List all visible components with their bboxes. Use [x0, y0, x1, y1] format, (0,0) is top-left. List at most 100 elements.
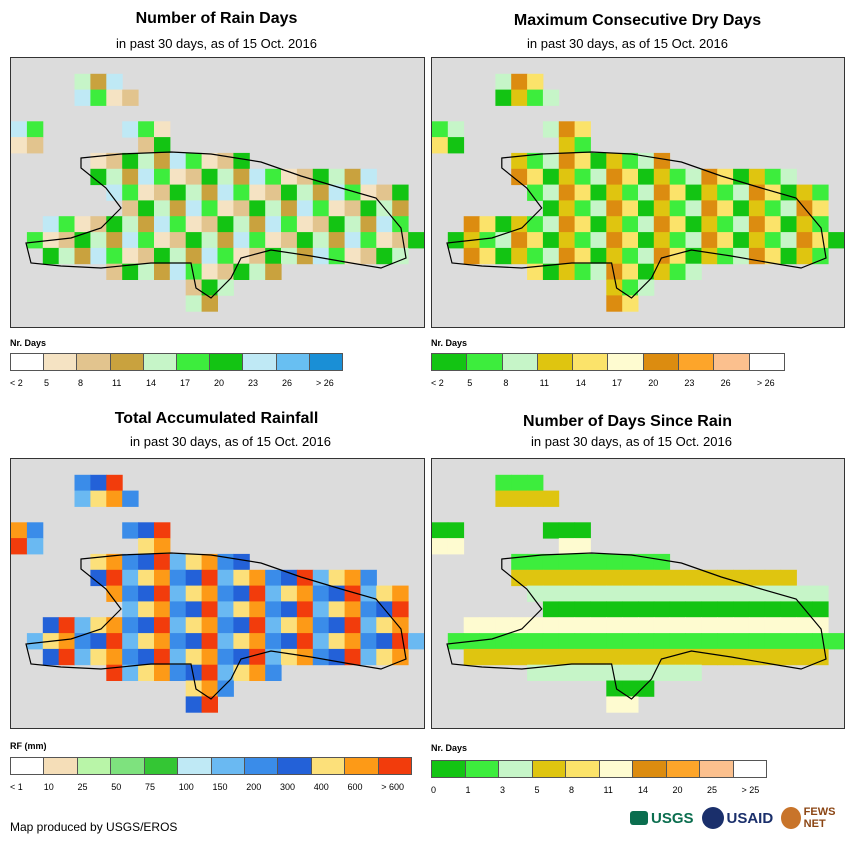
grid-cell — [558, 601, 576, 618]
grid-cell — [154, 152, 171, 170]
grid-cell — [669, 585, 686, 602]
grid-cell — [154, 121, 171, 138]
grid-cell — [312, 216, 330, 233]
grid-cell — [233, 648, 250, 666]
grid-cell — [653, 216, 671, 233]
grid-cell — [58, 617, 76, 634]
grid-cell — [154, 569, 171, 587]
grid-cell — [185, 569, 203, 587]
grid-cell — [622, 633, 639, 650]
grid-cell — [201, 633, 218, 650]
grid-cell — [780, 585, 797, 602]
grid-cell — [169, 263, 187, 280]
legend-swatch — [345, 758, 379, 774]
usaid-logo-text: USAID — [726, 809, 774, 827]
grid-cell — [764, 232, 782, 249]
grid-cell — [542, 263, 560, 280]
grid-cell — [542, 152, 560, 170]
grid-cell — [138, 538, 155, 555]
grid-cell — [185, 601, 203, 618]
grid-cell — [653, 569, 671, 587]
grid-cell — [590, 664, 607, 681]
grid-cell — [590, 263, 607, 280]
grid-cell — [527, 263, 544, 280]
grid-cell — [122, 247, 139, 265]
grid-cell — [201, 216, 218, 233]
grid-cell — [574, 152, 591, 170]
grid-cell — [511, 168, 528, 186]
grid-cell — [558, 617, 576, 634]
grid-cell — [344, 200, 361, 217]
grid-cell — [106, 216, 123, 233]
grid-cell — [185, 696, 203, 713]
grid-cell — [11, 137, 28, 154]
grid-cell — [606, 184, 623, 201]
grid-cell — [606, 585, 623, 602]
panel-2-legend-labels: < 2 5 8 11 14 17 20 23 26 > 26 — [431, 378, 793, 388]
grid-cell — [233, 601, 250, 618]
grid-cell — [669, 247, 686, 265]
grid-cell — [249, 184, 266, 201]
grid-cell — [511, 216, 528, 233]
grid-cell — [11, 538, 28, 555]
grid-cell — [74, 490, 91, 507]
grid-cell — [812, 633, 829, 650]
panel-3-subtitle: in past 30 days, as of 15 Oct. 2016 — [130, 434, 331, 449]
grid-cell — [527, 168, 544, 186]
legend-label: 5 — [44, 378, 50, 388]
grid-cell — [185, 263, 203, 280]
grid-cell — [169, 633, 187, 650]
grid-cell — [558, 585, 576, 602]
grid-cell — [764, 168, 782, 186]
grid-cell — [606, 633, 623, 650]
grid-cell — [296, 216, 314, 233]
grid-cell — [169, 553, 187, 571]
grid-cell — [511, 569, 528, 587]
grid-cell — [265, 601, 282, 618]
legend-swatch — [679, 354, 715, 370]
legend-swatch — [378, 758, 412, 774]
grid-cell — [90, 89, 107, 106]
grid-cell — [717, 633, 734, 650]
grid-cell — [185, 232, 203, 249]
grid-cell — [748, 168, 766, 186]
grid-cell — [685, 617, 702, 634]
grid-cell — [122, 168, 139, 186]
grid-cell — [527, 474, 544, 492]
legend-swatch — [243, 354, 277, 370]
grid-cell — [780, 633, 797, 650]
grid-cell — [638, 184, 655, 201]
legend-swatch — [177, 354, 211, 370]
grid-cell — [558, 184, 576, 201]
grid-cell — [360, 585, 377, 602]
grid-cell — [217, 585, 234, 602]
grid-cell — [495, 474, 512, 492]
grid-cell — [479, 232, 496, 249]
grid-cell — [622, 696, 639, 713]
grid-cell — [201, 696, 218, 713]
grid-cell — [233, 216, 250, 233]
legend-swatch — [573, 354, 609, 370]
grid-cell — [26, 137, 44, 154]
grid-cell — [154, 553, 171, 571]
grid-cell — [26, 522, 44, 539]
grid-cell — [812, 601, 829, 618]
grid-cell — [685, 184, 702, 201]
grid-cell — [106, 490, 123, 507]
grid-cell — [590, 200, 607, 217]
grid-cell — [527, 648, 544, 666]
grid-cell — [154, 601, 171, 618]
grid-cell — [812, 232, 829, 249]
grid-cell — [606, 664, 623, 681]
panel-4-grid — [432, 474, 844, 713]
grid-cell — [217, 601, 234, 618]
grid-cell — [447, 137, 465, 154]
grid-cell — [122, 89, 139, 106]
grid-cell — [106, 664, 123, 681]
grid-cell — [701, 216, 718, 233]
legend-swatch — [178, 758, 212, 774]
grid-cell — [574, 617, 591, 634]
grid-cell — [58, 232, 76, 249]
grid-cell — [169, 168, 187, 186]
grid-cell — [558, 648, 576, 666]
